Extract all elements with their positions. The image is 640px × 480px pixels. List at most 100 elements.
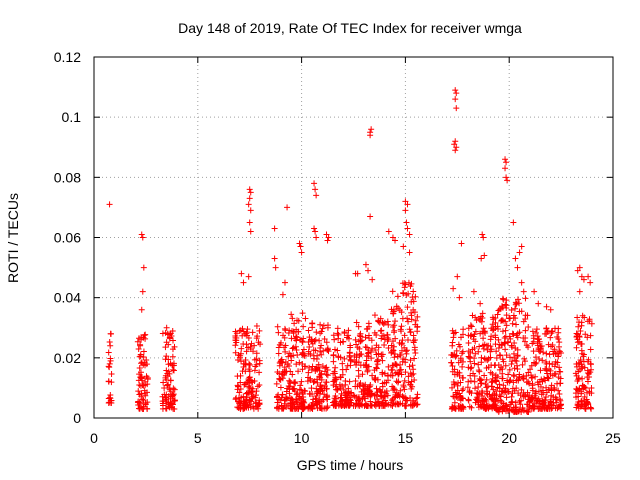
data-point [321, 336, 328, 343]
data-point [413, 395, 420, 402]
data-point [246, 219, 253, 226]
data-point [300, 323, 307, 330]
data-point [538, 391, 545, 398]
data-point [411, 344, 418, 351]
data-point [240, 279, 247, 286]
data-point [587, 346, 594, 353]
data-point [503, 305, 510, 312]
data-point [305, 327, 312, 334]
data-point [164, 373, 171, 380]
data-point [452, 147, 459, 154]
data-point [280, 371, 287, 378]
data-point [375, 398, 382, 405]
data-point [451, 141, 458, 148]
y-tick-label: 0.12 [54, 49, 81, 65]
data-point [410, 288, 417, 295]
data-point [470, 370, 477, 377]
data-point [362, 381, 369, 388]
data-point [518, 397, 525, 404]
data-point [509, 320, 516, 327]
data-point [391, 354, 398, 361]
data-point [403, 402, 410, 409]
data-point [459, 358, 466, 365]
data-point [453, 90, 460, 97]
data-point [543, 330, 550, 337]
data-point [508, 342, 515, 349]
data-point [513, 321, 520, 328]
data-point [402, 281, 409, 288]
data-point [245, 383, 252, 390]
data-point [448, 359, 455, 366]
data-point [351, 352, 358, 359]
data-point [287, 394, 294, 401]
data-point [451, 393, 458, 400]
data-point [481, 252, 488, 259]
data-point [368, 337, 375, 344]
data-point [393, 378, 400, 385]
data-point [296, 395, 303, 402]
data-point [248, 391, 255, 398]
data-point [298, 249, 305, 256]
data-point [546, 360, 553, 367]
data-point [529, 402, 536, 409]
data-point [362, 261, 369, 268]
data-point [347, 356, 354, 363]
data-point [502, 346, 509, 353]
data-point [355, 394, 362, 401]
data-point [341, 330, 348, 337]
data-point [576, 288, 583, 295]
data-point [465, 339, 472, 346]
data-point [495, 336, 502, 343]
data-point [459, 403, 466, 410]
data-point [287, 368, 294, 375]
data-point [245, 201, 252, 208]
data-point [543, 350, 550, 357]
data-point [557, 380, 564, 387]
data-point [306, 390, 313, 397]
data-point [389, 234, 396, 241]
data-point [402, 207, 409, 214]
data-point [456, 395, 463, 402]
data-point [271, 255, 278, 262]
data-point [396, 339, 403, 346]
data-point [246, 380, 253, 387]
data-point [162, 394, 169, 401]
data-point [299, 310, 306, 317]
data-point [489, 396, 496, 403]
data-point [369, 276, 376, 283]
data-point [275, 350, 282, 357]
data-point [453, 144, 460, 151]
data-point [233, 394, 240, 401]
data-point [523, 372, 530, 379]
data-point [295, 368, 302, 375]
data-point [502, 156, 509, 163]
data-point [142, 400, 149, 407]
data-point [555, 325, 562, 332]
data-point [395, 379, 402, 386]
data-point [305, 339, 312, 346]
data-point [393, 303, 400, 310]
data-point [483, 390, 490, 397]
data-point [579, 350, 586, 357]
data-point [351, 358, 358, 365]
data-point [487, 348, 494, 355]
data-point [317, 348, 324, 355]
data-point [278, 405, 285, 412]
data-point [309, 399, 316, 406]
data-point [311, 225, 318, 232]
data-point [588, 390, 595, 397]
data-point [242, 381, 249, 388]
data-point [330, 358, 337, 365]
data-point [407, 357, 414, 364]
data-point [391, 327, 398, 334]
data-point [168, 404, 175, 411]
data-point [247, 228, 254, 235]
data-point [257, 341, 264, 348]
data-point [140, 334, 147, 341]
data-point [374, 361, 381, 368]
data-point [514, 352, 521, 359]
data-point [459, 363, 466, 370]
data-point [397, 366, 404, 373]
data-point [478, 354, 485, 361]
data-point [537, 367, 544, 374]
